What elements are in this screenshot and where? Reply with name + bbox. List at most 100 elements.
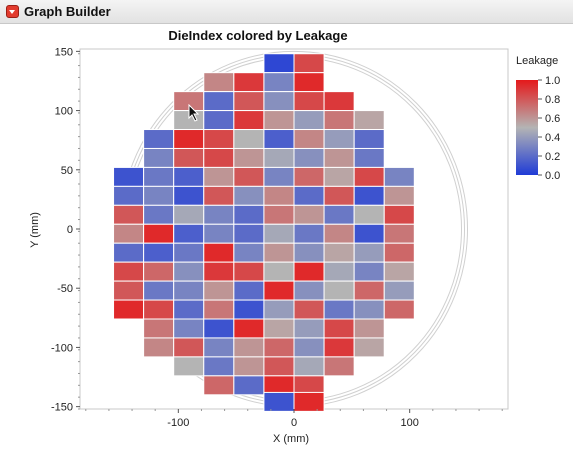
die-cell xyxy=(263,91,295,112)
die-cell xyxy=(293,299,325,320)
die-cell xyxy=(143,261,175,282)
die-cell xyxy=(203,261,235,282)
die-cell xyxy=(203,375,235,396)
die-cell xyxy=(323,356,355,377)
die-cell xyxy=(263,280,295,301)
die-cell xyxy=(203,299,235,320)
die-cell xyxy=(263,318,295,339)
die-cell xyxy=(293,72,325,93)
die-cell xyxy=(293,280,325,301)
die-cell xyxy=(233,375,265,396)
die-cell xyxy=(383,204,415,225)
die-cell xyxy=(143,242,175,263)
die-cell xyxy=(263,53,295,74)
die-cell xyxy=(263,356,295,377)
die-cell xyxy=(263,223,295,244)
die-cell xyxy=(203,204,235,225)
legend-tick-label: 0.2 xyxy=(545,151,560,163)
red-disclosure-triangle-icon[interactable] xyxy=(6,5,19,18)
legend-tick-label: 0.8 xyxy=(545,94,560,106)
die-cell xyxy=(293,204,325,225)
die-cell xyxy=(263,110,295,131)
die-cell xyxy=(173,280,205,301)
die-cell xyxy=(293,337,325,358)
die-cell xyxy=(203,242,235,263)
die-cells xyxy=(113,53,415,412)
die-cell xyxy=(293,110,325,131)
die-cell xyxy=(263,147,295,168)
die-cell xyxy=(173,356,205,377)
die-cell xyxy=(293,53,325,74)
legend-color-bar xyxy=(516,80,538,175)
die-cell xyxy=(263,299,295,320)
die-cell xyxy=(143,185,175,206)
die-cell xyxy=(143,147,175,168)
die-cell xyxy=(263,72,295,93)
legend-tick-label: 1.0 xyxy=(545,75,560,87)
die-cell xyxy=(113,280,145,301)
die-cell xyxy=(293,91,325,112)
wafer-heatmap-chart: DieIndex colored by Leakage -150 -100 -50 0… xyxy=(29,28,560,445)
die-cell xyxy=(113,261,145,282)
die-cell xyxy=(113,299,145,320)
die-cell xyxy=(143,299,175,320)
die-cell xyxy=(203,185,235,206)
y-axis-label: Y (mm) xyxy=(29,212,41,248)
die-cell xyxy=(293,318,325,339)
die-cell xyxy=(293,129,325,149)
die-cell xyxy=(173,242,205,263)
die-cell xyxy=(143,204,175,225)
y-tick-label: 100 xyxy=(55,106,73,118)
die-cell xyxy=(293,242,325,263)
die-cell xyxy=(233,242,265,263)
die-cell xyxy=(203,337,235,358)
die-cell xyxy=(173,299,205,320)
die-cell xyxy=(353,261,385,282)
legend-title: Leakage xyxy=(516,55,558,67)
die-cell xyxy=(203,91,235,112)
die-cell xyxy=(323,280,355,301)
die-cell xyxy=(323,261,355,282)
die-cell xyxy=(233,185,265,206)
graph-builder-title-bar: Graph Builder xyxy=(0,0,573,24)
legend-tick-label: 0.4 xyxy=(545,132,560,144)
die-cell xyxy=(203,318,235,339)
die-cell xyxy=(173,318,205,339)
die-cell xyxy=(203,223,235,244)
die-cell xyxy=(233,110,265,131)
die-cell xyxy=(143,129,175,149)
die-cell xyxy=(263,204,295,225)
die-cell xyxy=(113,242,145,263)
die-cell xyxy=(263,129,295,149)
die-cell xyxy=(353,337,385,358)
x-tick-label: -100 xyxy=(167,417,189,429)
die-cell xyxy=(383,185,415,206)
die-cell xyxy=(233,91,265,112)
die-cell xyxy=(233,166,265,187)
die-cell xyxy=(233,72,265,93)
die-cell xyxy=(233,204,265,225)
x-tick-label: 100 xyxy=(400,417,418,429)
die-cell xyxy=(383,166,415,187)
legend-tick-label: 0.6 xyxy=(545,113,560,125)
die-cell xyxy=(143,166,175,187)
die-cell xyxy=(233,299,265,320)
die-cell xyxy=(173,337,205,358)
die-cell xyxy=(113,223,145,244)
die-cell xyxy=(323,223,355,244)
y-tick-label: -100 xyxy=(51,342,73,354)
die-cell xyxy=(353,147,385,168)
die-cell xyxy=(323,91,355,112)
die-cell xyxy=(353,223,385,244)
legend: Leakage 1.0 0.8 0.6 0.4 0.2 0.0 xyxy=(516,55,560,182)
chart-title: DieIndex colored by Leakage xyxy=(168,28,347,43)
die-cell xyxy=(263,242,295,263)
die-cell xyxy=(233,280,265,301)
die-cell xyxy=(203,166,235,187)
die-cell xyxy=(353,280,385,301)
die-cell xyxy=(203,356,235,377)
die-cell xyxy=(233,223,265,244)
die-cell xyxy=(263,166,295,187)
die-cell xyxy=(263,261,295,282)
die-cell xyxy=(203,110,235,131)
